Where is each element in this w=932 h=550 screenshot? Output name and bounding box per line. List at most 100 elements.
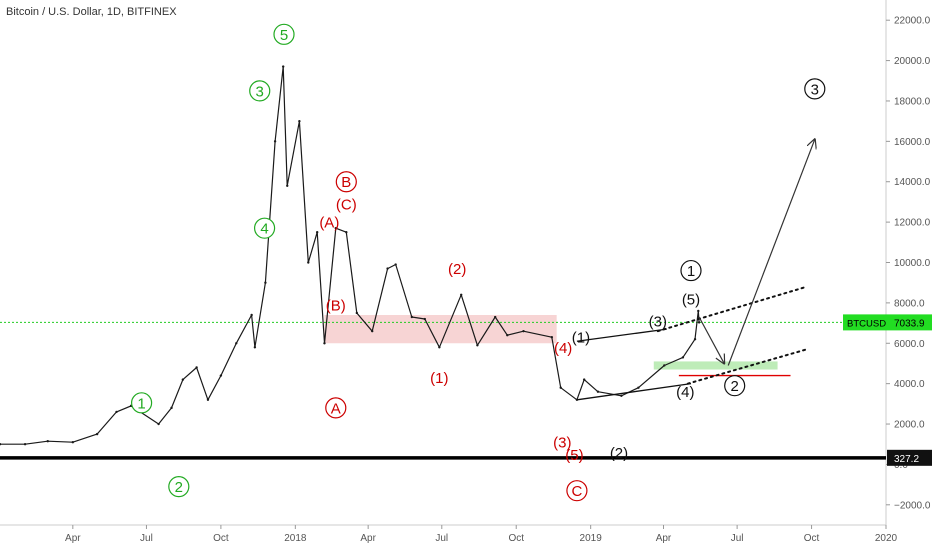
wave-label: (B)	[326, 297, 346, 314]
y-tick-label: 2000.0	[894, 420, 925, 431]
price-point	[157, 422, 160, 426]
x-tick-label: Jul	[731, 533, 744, 544]
price-label-bg	[843, 314, 932, 331]
price-point	[410, 315, 414, 319]
y-tick-label: 4000.0	[894, 379, 925, 390]
price-point	[697, 321, 701, 324]
wave-label: (2)	[610, 445, 628, 462]
price-point	[522, 329, 525, 333]
wave-label: 1	[687, 263, 695, 280]
price-point	[394, 263, 397, 266]
price-point	[315, 231, 319, 234]
price-point	[355, 311, 359, 315]
wave-label: (1)	[572, 330, 590, 347]
price-point	[371, 329, 374, 333]
y-tick-label: 22000.0	[894, 16, 931, 27]
wave-label: A	[331, 400, 341, 417]
x-tick-label: Jul	[140, 533, 153, 544]
wave-label: B	[341, 174, 351, 191]
wave-label-circle	[130, 392, 153, 414]
price-point	[170, 406, 173, 410]
x-tick-label: Oct	[804, 533, 820, 544]
y-tick-label: 20000.0	[894, 56, 931, 67]
wave-label: (1)	[430, 370, 448, 387]
price-point	[681, 356, 685, 359]
y-tick-label: 12000.0	[894, 218, 931, 229]
price-point	[95, 432, 99, 436]
price-point	[663, 364, 666, 367]
wave-label-circle	[325, 397, 347, 419]
price-point	[697, 309, 700, 313]
wave-label: C	[571, 483, 582, 500]
y-tick-label: 14000.0	[894, 177, 931, 188]
trendline-1	[576, 328, 667, 342]
projection-arrow-2	[727, 139, 815, 366]
price-point	[637, 386, 640, 389]
wave-label-circle	[724, 375, 746, 397]
price-point	[46, 440, 49, 443]
price-point	[323, 342, 326, 345]
price-value-label: 7033.9	[894, 318, 925, 329]
wave-label: (C)	[336, 196, 357, 213]
y-tick-label: 10000.0	[894, 258, 931, 269]
price-point	[693, 338, 697, 341]
y-tick-label: 6000.0	[894, 339, 925, 350]
trendline-2	[576, 383, 692, 401]
price-point	[264, 281, 267, 284]
price-point	[506, 333, 509, 337]
y-tick-label: 8000.0	[894, 298, 925, 309]
wave-label: 2	[731, 378, 739, 395]
wave-label: 3	[256, 83, 264, 100]
projection-arrow-1	[698, 316, 724, 363]
y-tick-label: 18000.0	[894, 96, 931, 107]
x-tick-label: Oct	[213, 533, 229, 544]
wave-label-circle	[804, 78, 826, 100]
x-tick-label: 2018	[284, 533, 307, 544]
price-point	[23, 443, 27, 446]
price-point	[550, 336, 554, 339]
price-point	[181, 378, 185, 381]
price-point	[596, 390, 600, 393]
x-tick-label: Apr	[656, 533, 672, 544]
x-tick-label: 2019	[580, 533, 603, 544]
y-tick-label: −2000.0	[894, 500, 931, 511]
x-tick-label: Oct	[508, 533, 524, 544]
y-tick-label: 16000.0	[894, 137, 931, 148]
price-point	[250, 313, 253, 317]
wave-label-circle	[680, 259, 702, 282]
trendline-5	[686, 348, 808, 385]
chart-header: Bitcoin / U.S. Dollar, 1D, BITFINEX	[6, 6, 177, 18]
wave-label: 2	[175, 479, 183, 496]
price-point	[620, 394, 623, 397]
wave-label: 5	[280, 27, 288, 44]
wave-label: (5)	[565, 447, 583, 464]
wave-label-circle	[566, 480, 588, 502]
wave-label: 1	[137, 395, 145, 412]
x-tick-label: Apr	[360, 533, 376, 544]
wave-label: 4	[260, 221, 268, 238]
x-tick-label: 2020	[875, 533, 898, 544]
price-point	[253, 346, 257, 349]
x-tick-label: Jul	[435, 533, 448, 544]
wave-label-circle	[273, 23, 295, 45]
wave-label: 3	[811, 81, 819, 98]
price-point	[298, 119, 301, 123]
price-point	[235, 342, 238, 345]
level-label-bg	[887, 449, 932, 466]
price-point	[493, 315, 497, 319]
price-symbol-label: BTCUSD	[847, 318, 886, 329]
wave-label: (A)	[319, 215, 339, 232]
price-point	[0, 443, 2, 446]
trendline-4	[656, 285, 808, 333]
price-point	[386, 267, 389, 270]
price-point	[115, 410, 118, 414]
price-point	[307, 261, 310, 264]
wave-label-circle	[249, 80, 271, 102]
price-point	[559, 386, 562, 389]
price-point	[286, 184, 289, 187]
x-tick-label: Apr	[65, 533, 81, 544]
price-point	[219, 374, 223, 377]
wave-label: (3)	[649, 314, 667, 331]
price-point	[476, 344, 479, 347]
